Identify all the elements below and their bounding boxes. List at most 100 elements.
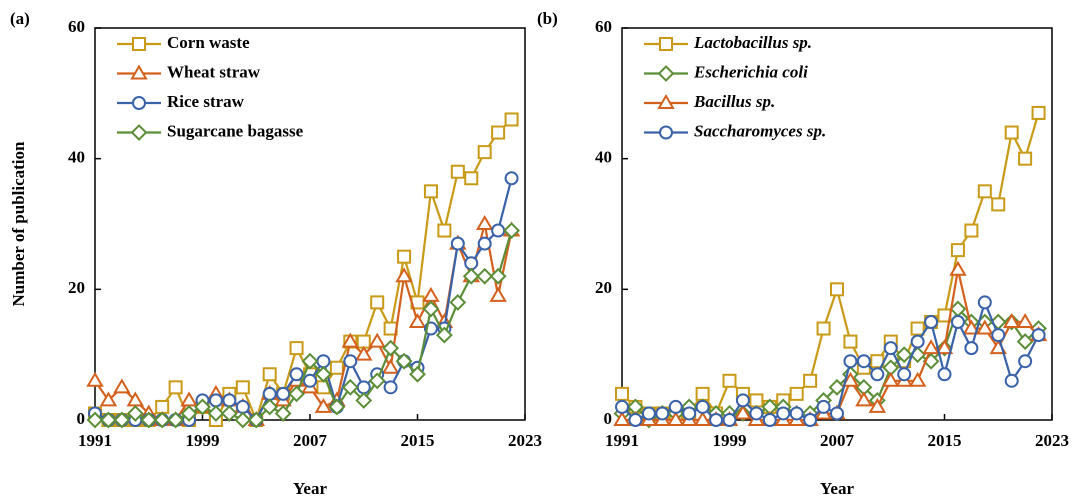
series-line (621, 112, 1040, 416)
marker (949, 260, 967, 276)
marker (234, 411, 252, 429)
marker (910, 321, 925, 336)
marker (830, 406, 844, 421)
marker (991, 328, 1006, 343)
marker (423, 184, 438, 199)
marker (749, 393, 764, 408)
legend-marker (657, 94, 675, 109)
marker (370, 295, 385, 310)
marker (167, 411, 185, 429)
marker (504, 112, 519, 127)
y-tick-label: 0 (77, 409, 86, 428)
legend-marker (132, 37, 146, 51)
marker (722, 373, 737, 388)
marker (180, 391, 198, 407)
y-tick-label: 60 (68, 17, 85, 36)
marker (341, 378, 359, 396)
marker (274, 405, 292, 422)
marker (491, 125, 506, 140)
marker (937, 367, 952, 382)
plot-frame (621, 27, 1053, 421)
x-axis-label: Year (820, 479, 854, 498)
panel-label: (b) (537, 9, 558, 28)
marker (1004, 125, 1019, 140)
marker (247, 411, 265, 429)
marker (395, 352, 413, 370)
marker (288, 385, 305, 403)
legend-label: Wheat straw (167, 62, 261, 81)
marker (462, 267, 480, 285)
marker (641, 406, 656, 421)
legend-label: Lactobacillus sp. (693, 33, 812, 52)
marker (789, 386, 804, 401)
marker (977, 295, 992, 310)
marker (395, 267, 413, 283)
marker (922, 339, 940, 355)
marker (315, 365, 332, 383)
legend-marker (659, 37, 673, 51)
marker (503, 222, 520, 239)
marker (1016, 333, 1034, 351)
marker (1031, 328, 1046, 343)
marker (328, 398, 346, 416)
legend-marker (130, 124, 148, 141)
y-tick-label: 40 (595, 148, 612, 167)
marker (856, 354, 871, 369)
marker (964, 341, 979, 356)
legend-label: Rice straw (167, 92, 245, 111)
marker (368, 372, 386, 390)
x-tick-label: 2015 (401, 431, 435, 450)
marker (355, 345, 373, 361)
marker (976, 319, 994, 335)
marker (450, 164, 465, 179)
marker (735, 393, 750, 408)
x-tick-label: 2007 (820, 431, 855, 450)
marker (882, 371, 900, 387)
marker (870, 367, 885, 382)
marker (355, 391, 373, 409)
marker (301, 352, 319, 370)
x-tick-label: 1999 (186, 431, 220, 450)
legend-label: Corn waste (167, 33, 250, 52)
marker (477, 236, 492, 251)
marker (830, 282, 844, 297)
marker (910, 334, 925, 349)
marker (628, 413, 643, 427)
marker (762, 413, 777, 427)
marker (803, 373, 818, 388)
legend-marker (132, 96, 146, 110)
marker (477, 145, 492, 160)
marker (883, 341, 898, 356)
marker (368, 332, 386, 348)
marker (140, 411, 158, 429)
marker (1018, 354, 1033, 369)
marker (437, 223, 452, 238)
marker (220, 405, 238, 422)
y-tick-label: 20 (68, 278, 85, 297)
marker (113, 378, 131, 394)
marker (734, 404, 752, 420)
marker (449, 293, 467, 311)
marker (924, 315, 939, 329)
marker (695, 386, 710, 401)
marker (99, 391, 118, 407)
marker (803, 413, 818, 427)
marker (749, 406, 764, 421)
marker (843, 354, 858, 369)
marker (489, 286, 507, 302)
marker (950, 315, 965, 329)
y-tick-label: 60 (595, 17, 612, 36)
marker (316, 354, 331, 369)
marker (1031, 105, 1046, 120)
x-tick-label: 2023 (508, 431, 542, 450)
marker (408, 313, 427, 328)
marker (168, 380, 183, 395)
marker (695, 399, 710, 414)
marker (722, 413, 737, 427)
marker (289, 367, 304, 382)
marker (667, 411, 685, 426)
marker (655, 406, 670, 421)
marker (464, 171, 479, 186)
marker (491, 223, 506, 238)
